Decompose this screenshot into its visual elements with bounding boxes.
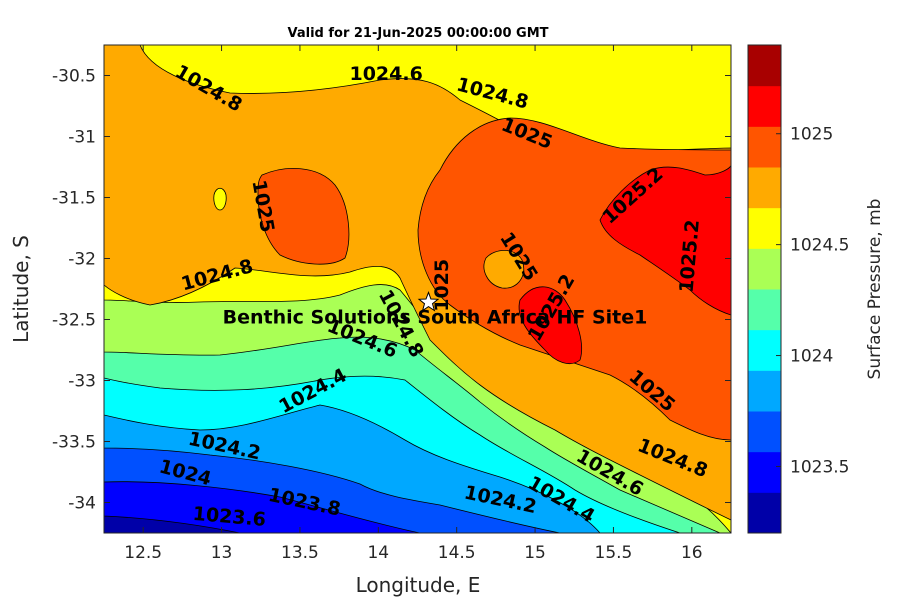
band-hole-central — [483, 249, 525, 289]
y-tick-label: -33.5 — [52, 433, 96, 453]
site-star-icon — [417, 290, 440, 312]
band-1025.4-1025.6-west — [257, 168, 350, 265]
colorbar-segment — [748, 207, 781, 249]
colorbar-segment — [748, 370, 781, 412]
plot-frame — [103, 44, 732, 534]
colorbar-label: Surface Pressure, mb — [865, 199, 885, 380]
y-tick-label: -31.5 — [52, 189, 96, 209]
x-tick-label: 13 — [211, 543, 233, 563]
contour-bands — [104, 45, 731, 533]
colorbar-segment — [748, 289, 781, 331]
x-tick-label: 15 — [524, 543, 546, 563]
band-1025.6-peak-east — [599, 164, 731, 316]
colorbar-frame — [747, 44, 782, 534]
x-axis: 12.5 13 13.5 14 14.5 15 15.5 16 — [124, 45, 703, 563]
band-1025.6-peak-central — [518, 286, 583, 364]
band-hole-west — [213, 187, 227, 211]
colorbar-tick-label: 1023.5 — [790, 457, 849, 477]
x-axis-label: Longitude, E — [356, 573, 481, 597]
colorbar-segment — [748, 167, 781, 209]
y-tick-label: -33 — [68, 372, 96, 392]
contour-label: 1025 — [431, 259, 453, 312]
colorbar-tick-label: 1024 — [790, 347, 833, 367]
x-tick-label: 15.5 — [595, 543, 633, 563]
y-axis: -30.5 -31 -31.5 -32 -32.5 -33 -33.5 -34 — [52, 67, 731, 514]
colorbar-segment — [748, 126, 781, 168]
chart-title: Valid for 21-Jun-2025 00:00:00 GMT — [288, 26, 549, 41]
colorbar-segment — [748, 85, 781, 127]
x-tick-label: 14.5 — [438, 543, 476, 563]
y-tick-label: -30.5 — [52, 67, 96, 87]
y-axis-label: Latitude, S — [9, 235, 33, 343]
colorbar-segment — [748, 411, 781, 453]
y-tick-label: -31 — [68, 128, 96, 148]
colorbar-segment — [748, 45, 781, 87]
x-tick-label: 13.5 — [281, 543, 319, 563]
site-label: Benthic Solutions South Africa HF Site1 — [223, 306, 648, 328]
colorbar-segment — [748, 329, 781, 371]
y-tick-label: -34 — [68, 494, 96, 514]
colorbar-segment — [748, 451, 781, 493]
contour-label: 1024.6 — [349, 63, 422, 85]
y-tick-label: -32.5 — [52, 311, 96, 331]
y-tick-label: -32 — [68, 250, 96, 270]
x-tick-label: 14 — [367, 543, 389, 563]
colorbar-segment — [748, 248, 781, 290]
colorbar: 1023.5 1024 1024.5 1025 — [747, 44, 849, 534]
x-tick-label: 16 — [681, 543, 703, 563]
site-marker: Benthic Solutions South Africa HF Site1 — [223, 290, 648, 328]
x-tick-label: 12.5 — [124, 543, 162, 563]
colorbar-segment — [748, 492, 781, 534]
colorbar-tick-label: 1024.5 — [790, 236, 849, 256]
colorbar-tick-label: 1025 — [790, 125, 833, 145]
